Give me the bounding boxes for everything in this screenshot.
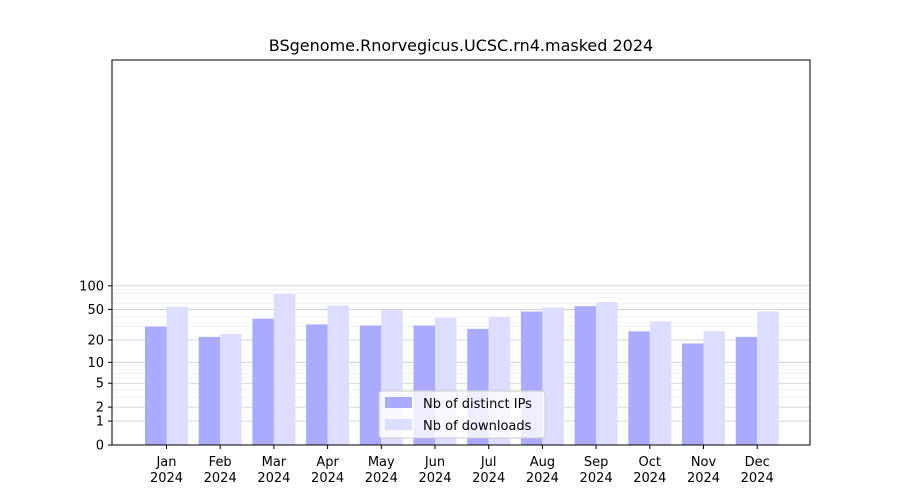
bar-distinct-ips-10: [682, 343, 704, 445]
x-tick-label-year: 2024: [365, 471, 398, 486]
x-tick-label-year: 2024: [741, 471, 774, 486]
x-tick-label-year: 2024: [633, 471, 666, 486]
x-tick-label-month: Nov: [691, 455, 717, 470]
x-tick-label-year: 2024: [580, 471, 613, 486]
bar-distinct-ips-9: [628, 331, 650, 445]
x-axis: Jan2024Feb2024Mar2024Apr2024May2024Jun20…: [150, 445, 774, 486]
x-tick-label-month: Apr: [316, 455, 339, 470]
y-tick-label: 100: [79, 279, 104, 294]
y-tick-label: 2: [96, 401, 104, 416]
x-tick-label-month: Oct: [639, 455, 661, 470]
y-tick-label: 5: [96, 377, 104, 392]
x-tick-label-month: May: [368, 455, 395, 470]
bar-downloads-2: [273, 293, 296, 445]
bars: [145, 293, 779, 445]
x-tick-label-year: 2024: [311, 471, 344, 486]
legend: Nb of distinct IPs Nb of downloads: [378, 390, 546, 439]
x-tick-label-year: 2024: [204, 471, 237, 486]
bar-downloads-9: [649, 321, 672, 445]
bar-distinct-ips-11: [735, 336, 758, 445]
bar-downloads-1: [220, 334, 242, 445]
legend-swatch-downloads: [385, 419, 412, 430]
chart-title: BSgenome.Rnorvegicus.UCSC.rn4.masked 202…: [269, 36, 653, 55]
bar-downloads-3: [327, 305, 350, 445]
x-tick-label-month: Jun: [424, 455, 445, 470]
bar-downloads-0: [166, 306, 188, 445]
bar-downloads-11: [757, 311, 779, 445]
x-tick-label-year: 2024: [472, 471, 505, 486]
legend-label-distinct-ips: Nb of distinct IPs: [423, 397, 532, 412]
y-tick-label: 20: [87, 334, 104, 349]
x-tick-label-year: 2024: [687, 471, 720, 486]
bar-distinct-ips-1: [198, 336, 221, 445]
x-tick-label-month: Jul: [480, 455, 497, 470]
bar-downloads-8: [596, 302, 618, 445]
bar-downloads-7: [542, 307, 564, 445]
x-tick-label-year: 2024: [257, 471, 290, 486]
legend-swatch-distinct-ips: [385, 397, 412, 408]
legend-label-downloads: Nb of downloads: [423, 419, 532, 434]
legend-box: [378, 390, 546, 439]
x-tick-label-year: 2024: [418, 471, 451, 486]
bar-distinct-ips-0: [145, 326, 167, 445]
x-tick-label-month: Mar: [262, 455, 287, 470]
bar-distinct-ips-8: [574, 306, 597, 445]
bar-distinct-ips-3: [306, 324, 328, 445]
x-tick-label-month: Aug: [530, 455, 555, 470]
y-tick-label: 1: [96, 415, 104, 430]
x-tick-label-month: Dec: [745, 455, 770, 470]
x-tick-label-month: Jan: [155, 455, 176, 470]
y-tick-label: 0: [96, 439, 104, 454]
x-tick-label-month: Feb: [209, 455, 232, 470]
bar-distinct-ips-2: [252, 318, 274, 445]
y-tick-label: 50: [87, 303, 104, 318]
bar-downloads-10: [703, 331, 725, 445]
x-tick-label-month: Sep: [584, 455, 609, 470]
y-tick-label: 10: [87, 356, 104, 371]
x-tick-label-year: 2024: [526, 471, 559, 486]
y-axis: 0 12 5 10 20 50 100: [79, 279, 112, 454]
bar-distinct-ips-4: [359, 325, 382, 445]
x-tick-label-year: 2024: [150, 471, 183, 486]
plot-frame: [111, 59, 811, 446]
